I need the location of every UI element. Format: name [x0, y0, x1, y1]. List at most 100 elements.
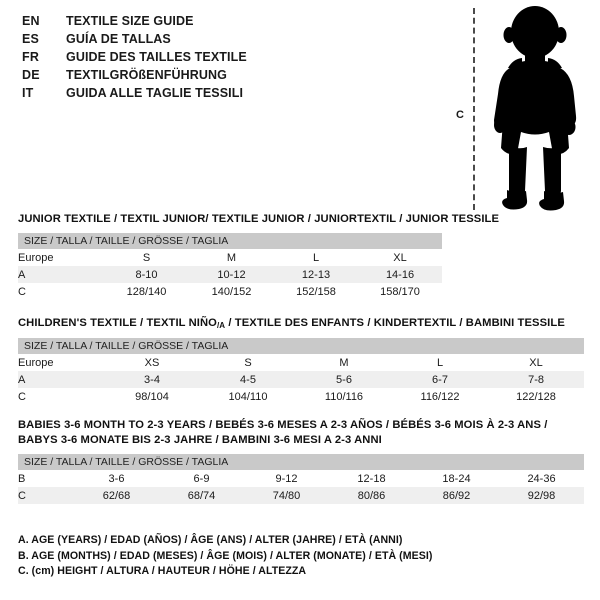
- row-cell: 104/110: [200, 388, 296, 405]
- row-cell: 116/122: [392, 388, 488, 405]
- size-band-label: SIZE / TALLA / TAILLE / GRÖSSE / TAGLIA: [18, 338, 585, 354]
- row-cell: 3-4: [104, 371, 200, 388]
- language-title: GUIDA ALLE TAGLIE TESSILI: [66, 86, 244, 100]
- row-cell: XS: [104, 354, 200, 371]
- row-cell: 12-13: [274, 266, 358, 283]
- row-label: C: [18, 388, 104, 405]
- row-cell: 80/86: [329, 487, 414, 504]
- babies-size-table: SIZE / TALLA / TAILLE / GRÖSSE / TAGLIA …: [18, 454, 585, 504]
- height-dashed-line: [473, 8, 475, 210]
- language-row-fr: FR GUIDE DES TAILLES TEXTILE: [22, 48, 422, 66]
- language-row-es: ES GUÍA DE TALLAS: [22, 30, 422, 48]
- height-illustration: C: [440, 4, 600, 214]
- language-code: IT: [22, 86, 34, 100]
- language-row-en: EN TEXTILE SIZE GUIDE: [22, 12, 422, 30]
- row-cell: 4-5: [200, 371, 296, 388]
- row-cell: L: [274, 249, 358, 266]
- size-band-label: SIZE / TALLA / TAILLE / GRÖSSE / TAGLIA: [18, 454, 585, 470]
- row-cell: 152/158: [274, 283, 358, 300]
- table-band-row: SIZE / TALLA / TAILLE / GRÖSSE / TAGLIA: [18, 338, 585, 354]
- row-cell: 10-12: [189, 266, 274, 283]
- section-title-text-2: / TEXTILE DES ENFANTS / KINDERTEXTIL / B…: [225, 317, 565, 329]
- language-code: DE: [22, 68, 40, 82]
- table-row: A 3-4 4-5 5-6 6-7 7-8: [18, 371, 585, 388]
- section-title-children: CHILDREN'S TEXTILE / TEXTIL NIÑO/A / TEX…: [18, 317, 584, 330]
- section-title-subscript: /A: [216, 321, 226, 330]
- section-title-text: JUNIOR TEXTILE / TEXTIL JUNIOR/ TEXTILE …: [18, 213, 500, 225]
- row-cell: 6-7: [392, 371, 488, 388]
- row-label: Europe: [18, 354, 104, 371]
- junior-size-table: SIZE / TALLA / TAILLE / GRÖSSE / TAGLIA …: [18, 233, 443, 300]
- section-title-text: CHILDREN'S TEXTILE / TEXTIL NIÑO: [18, 317, 217, 329]
- row-cell: 9-12: [244, 470, 329, 487]
- row-label: C: [18, 487, 74, 504]
- table-row: Europe XS S M L XL: [18, 354, 585, 371]
- section-title-babies-line1: BABIES 3-6 MONTH TO 2-3 YEARS / BEBÉS 3-…: [18, 419, 548, 431]
- row-cell: 74/80: [244, 487, 329, 504]
- section-title-junior: JUNIOR TEXTILE / TEXTIL JUNIOR/ TEXTILE …: [18, 213, 499, 225]
- row-cell: 68/74: [159, 487, 244, 504]
- row-cell: 7-8: [488, 371, 585, 388]
- language-title: GUÍA DE TALLAS: [66, 32, 171, 46]
- row-cell: M: [296, 354, 392, 371]
- table-row: Europe S M L XL: [18, 249, 443, 266]
- row-cell: 24-36: [499, 470, 585, 487]
- section-babies: BABIES 3-6 MONTH TO 2-3 YEARS / BEBÉS 3-…: [18, 419, 585, 504]
- legend-block: A. AGE (YEARS) / EDAD (AÑOS) / ÂGE (ANS)…: [18, 533, 588, 580]
- table-row: A 8-10 10-12 12-13 14-16: [18, 266, 443, 283]
- section-title-babies-line2: BABYS 3-6 MONATE BIS 2-3 JAHRE / BAMBINI…: [18, 434, 382, 446]
- row-cell: 5-6: [296, 371, 392, 388]
- table-row: C 128/140 140/152 152/158 158/170: [18, 283, 443, 300]
- row-cell: 86/92: [414, 487, 499, 504]
- row-cell: 140/152: [189, 283, 274, 300]
- row-cell: S: [104, 249, 189, 266]
- row-cell: 122/128: [488, 388, 585, 405]
- row-cell: 12-18: [329, 470, 414, 487]
- height-measure-label: C: [456, 109, 464, 121]
- row-cell: 158/170: [358, 283, 443, 300]
- language-code: FR: [22, 50, 40, 64]
- language-row-it: IT GUIDA ALLE TAGLIE TESSILI: [22, 84, 422, 102]
- row-cell: 14-16: [358, 266, 443, 283]
- row-label: A: [18, 371, 104, 388]
- children-size-table: SIZE / TALLA / TAILLE / GRÖSSE / TAGLIA …: [18, 338, 585, 405]
- language-title: TEXTILGRÖßENFÜHRUNG: [66, 68, 227, 82]
- legend-line-c: C. (cm) HEIGHT / ALTURA / HAUTEUR / HÖHE…: [18, 565, 307, 577]
- legend-line-b: B. AGE (MONTHS) / EDAD (MESES) / ÂGE (MO…: [18, 549, 433, 562]
- row-cell: 98/104: [104, 388, 200, 405]
- section-junior: JUNIOR TEXTILE / TEXTIL JUNIOR/ TEXTILE …: [18, 213, 499, 300]
- row-cell: 62/68: [74, 487, 159, 504]
- language-code: ES: [22, 32, 40, 46]
- row-label: B: [18, 470, 74, 487]
- language-title: GUIDE DES TAILLES TEXTILE: [66, 50, 247, 64]
- row-label: Europe: [18, 249, 104, 266]
- row-cell: M: [189, 249, 274, 266]
- language-code: EN: [22, 14, 40, 28]
- language-row-de: DE TEXTILGRÖßENFÜHRUNG: [22, 66, 422, 84]
- row-cell: XL: [488, 354, 585, 371]
- row-cell: XL: [358, 249, 443, 266]
- section-children: CHILDREN'S TEXTILE / TEXTIL NIÑO/A / TEX…: [18, 317, 585, 405]
- row-cell: 6-9: [159, 470, 244, 487]
- row-cell: L: [392, 354, 488, 371]
- size-band-label: SIZE / TALLA / TAILLE / GRÖSSE / TAGLIA: [18, 233, 443, 249]
- row-cell: 8-10: [104, 266, 189, 283]
- table-row: B 3-6 6-9 9-12 12-18 18-24 24-36: [18, 470, 585, 487]
- row-label: C: [18, 283, 104, 300]
- legend-line-a: A. AGE (YEARS) / EDAD (AÑOS) / ÂGE (ANS)…: [18, 534, 403, 546]
- row-cell: S: [200, 354, 296, 371]
- table-band-row: SIZE / TALLA / TAILLE / GRÖSSE / TAGLIA: [18, 454, 585, 470]
- row-cell: 128/140: [104, 283, 189, 300]
- table-row: C 62/68 68/74 74/80 80/86 86/92 92/98: [18, 487, 585, 504]
- language-title-block: EN TEXTILE SIZE GUIDE ES GUÍA DE TALLAS …: [22, 12, 422, 102]
- row-cell: 18-24: [414, 470, 499, 487]
- table-band-row: SIZE / TALLA / TAILLE / GRÖSSE / TAGLIA: [18, 233, 443, 249]
- row-cell: 92/98: [499, 487, 585, 504]
- toddler-silhouette-icon: [494, 6, 577, 211]
- table-row: C 98/104 104/110 110/116 116/122 122/128: [18, 388, 585, 405]
- row-label: A: [18, 266, 104, 283]
- row-cell: 3-6: [74, 470, 159, 487]
- row-cell: 110/116: [296, 388, 392, 405]
- language-title: TEXTILE SIZE GUIDE: [66, 14, 194, 28]
